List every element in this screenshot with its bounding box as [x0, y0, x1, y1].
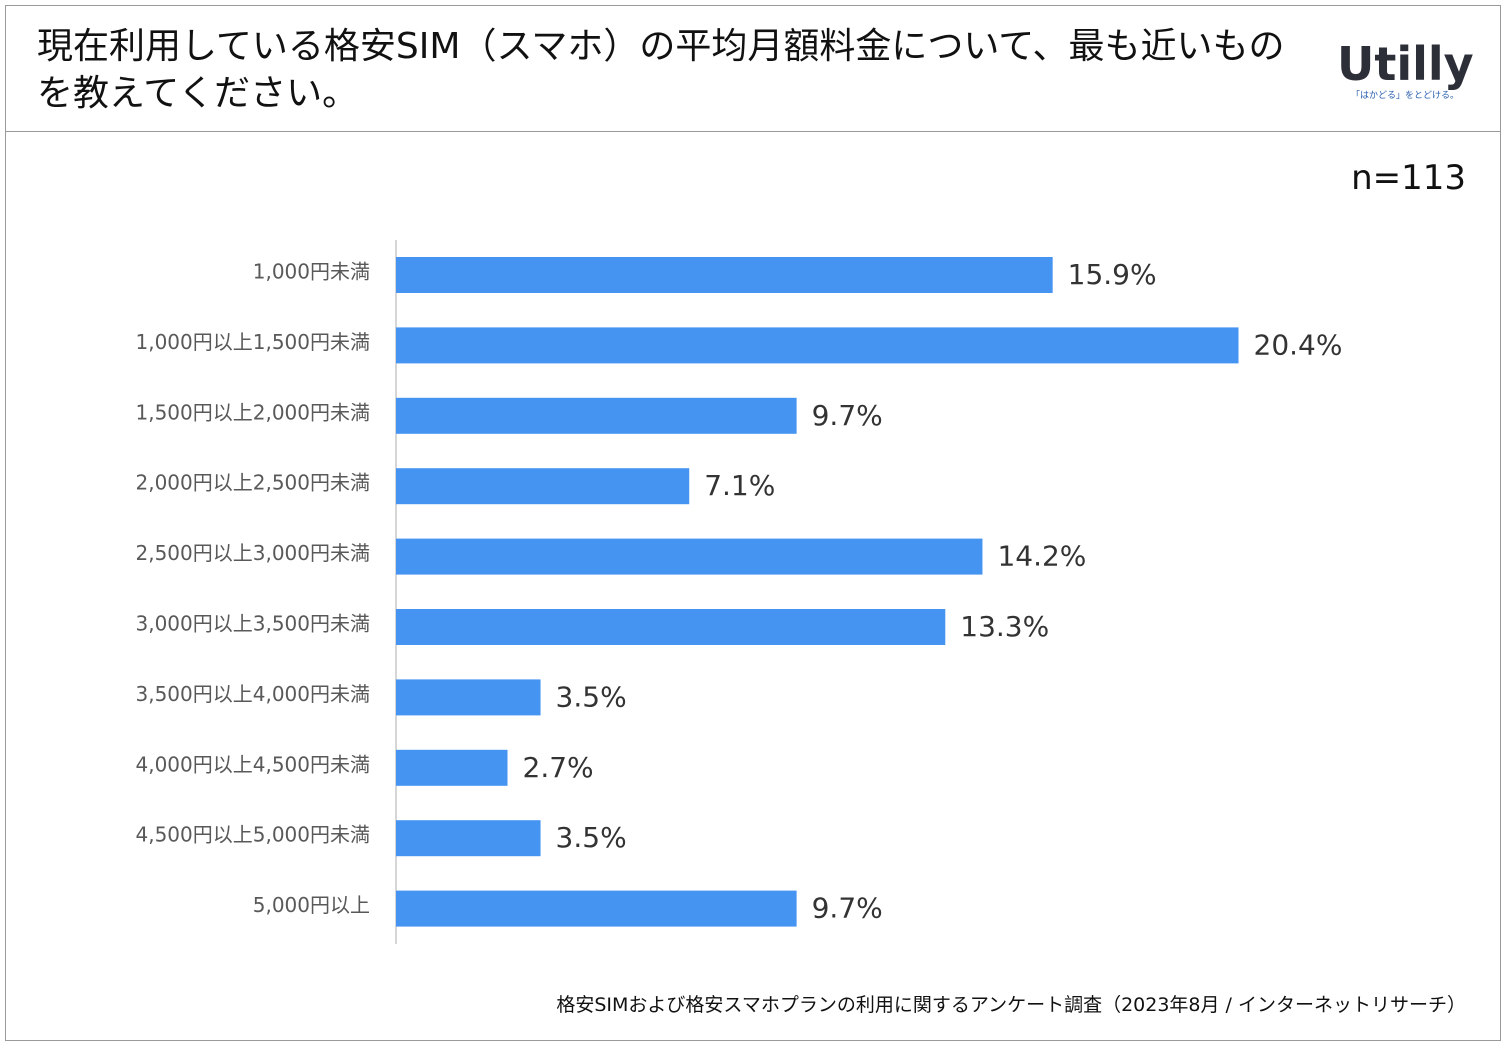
data-label: 9.7%: [812, 892, 883, 925]
bar: [396, 468, 690, 505]
bar: [396, 397, 797, 434]
bar: [396, 890, 797, 927]
category-label: 4,000円以上4,500円未満: [135, 752, 370, 776]
category-label: 4,500円以上5,000円未満: [135, 823, 370, 847]
bar: [396, 749, 508, 786]
category-label: 2,000円以上2,500円未満: [135, 471, 370, 495]
logo-wordmark: Utilly: [1337, 37, 1474, 91]
data-label: 3.5%: [556, 821, 627, 854]
source-footnote: 格安SIMおよび格安スマホプランの利用に関するアンケート調査（2023年8月 /…: [556, 994, 1466, 1016]
brand-logo: Utilly 「はかどる」をとどける。: [1337, 37, 1474, 101]
data-label: 15.9%: [1068, 258, 1157, 291]
bar: [396, 327, 1239, 364]
data-label: 13.3%: [960, 610, 1049, 643]
data-label: 2.7%: [523, 751, 594, 784]
bar: [396, 820, 541, 857]
sample-size: n=113: [1351, 158, 1466, 198]
chart-title: 現在利用している格安SIM（スマホ）の平均月額料金について、最も近いものを教えて…: [37, 26, 1285, 114]
data-label: 14.2%: [997, 540, 1086, 573]
category-label: 1,500円以上2,000円未満: [135, 400, 370, 424]
category-label: 1,000円未満: [253, 260, 370, 284]
category-label: 2,500円以上3,000円未満: [135, 541, 370, 565]
category-label: 5,000円以上: [253, 893, 370, 917]
category-label: 3,000円以上3,500円未満: [135, 612, 370, 636]
bar: [396, 609, 946, 645]
category-label: 1,000円以上1,500円未満: [135, 330, 370, 354]
data-label: 20.4%: [1254, 328, 1343, 361]
header: 現在利用している格安SIM（スマホ）の平均月額料金について、最も近いものを教えて…: [5, 5, 1501, 132]
logo-tagline: 「はかどる」をとどける。: [1350, 91, 1459, 101]
bar: [396, 679, 541, 716]
bar: [396, 538, 983, 575]
data-label: 9.7%: [812, 399, 883, 432]
chart-frame: [5, 5, 1501, 1041]
bar: [396, 257, 1053, 293]
data-label: 7.1%: [704, 469, 775, 502]
category-label: 3,500円以上4,000円未満: [135, 682, 370, 706]
data-label: 3.5%: [556, 680, 627, 713]
